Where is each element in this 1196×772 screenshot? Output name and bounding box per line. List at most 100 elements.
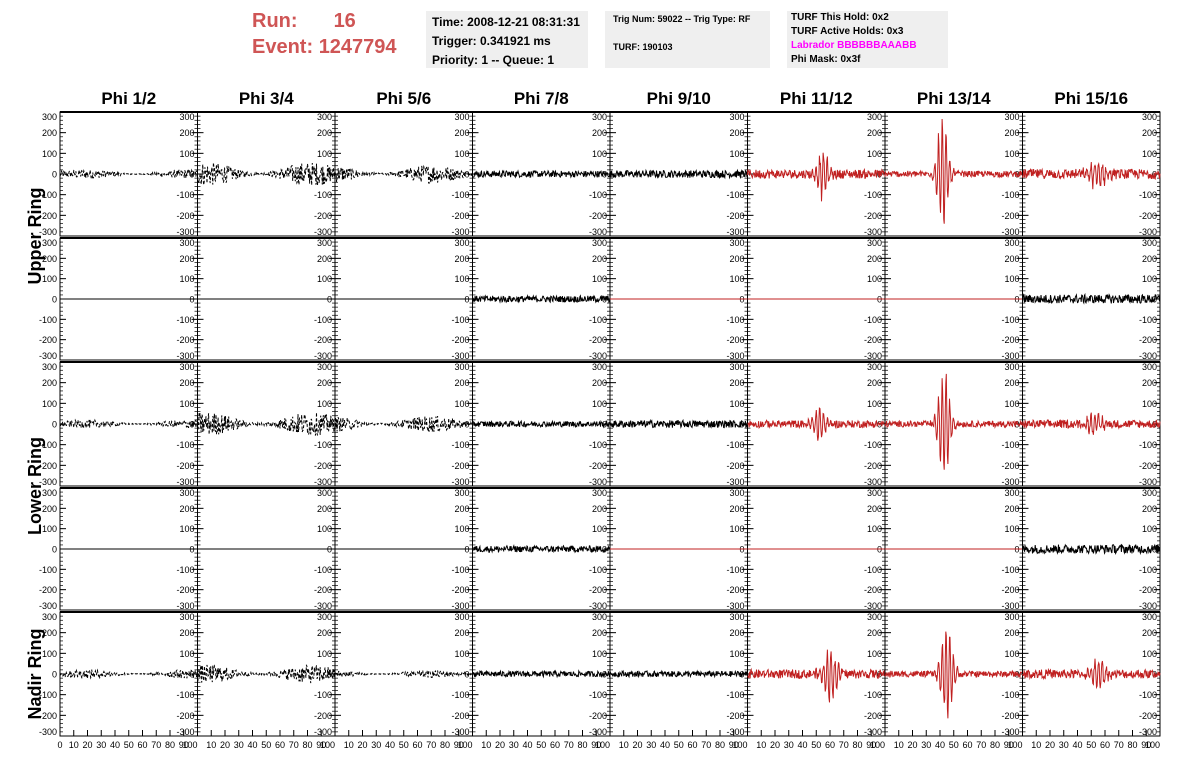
- event-value: 1247794: [318, 36, 397, 58]
- run-event-box: Run: 16 Event: 1247794: [252, 8, 422, 60]
- y-tick-label: -100: [314, 190, 332, 200]
- y-tick-label: 100: [729, 274, 744, 284]
- y-tick-label: 100: [179, 274, 194, 284]
- waveform-trace: [609, 168, 748, 180]
- y-tick-label: 300: [317, 362, 332, 372]
- y-tick-label: -300: [1139, 601, 1157, 611]
- y-tick-label: 200: [42, 504, 57, 514]
- y-tick-label: -300: [1139, 227, 1157, 237]
- x-tick-label: 20: [632, 740, 642, 750]
- event-label: Event:: [252, 36, 314, 58]
- waveform-trace: [472, 669, 611, 679]
- y-tick-label: -200: [726, 711, 744, 721]
- y-tick-label: 0: [52, 295, 57, 305]
- y-tick-label: 200: [454, 378, 469, 388]
- y-tick-label: -100: [176, 565, 194, 575]
- x-tick-label: 60: [687, 740, 697, 750]
- y-tick-label: 200: [179, 628, 194, 638]
- y-tick-label: 100: [317, 649, 332, 659]
- y-tick-label: 100: [454, 524, 469, 534]
- x-tick-label: 10: [1031, 740, 1041, 750]
- y-tick-label: -300: [864, 727, 882, 737]
- y-tick-label: 300: [592, 238, 607, 248]
- x-tick-label: 20: [770, 740, 780, 750]
- y-tick-label: 200: [42, 254, 57, 264]
- y-tick-label: -100: [39, 565, 57, 575]
- y-tick-label: -300: [589, 351, 607, 361]
- y-tick-label: 0: [52, 670, 57, 680]
- y-tick-label: 300: [592, 112, 607, 122]
- column-title: Phi 5/6: [376, 89, 431, 108]
- y-tick-label: 100: [1004, 524, 1019, 534]
- y-tick-label: 100: [179, 524, 194, 534]
- y-tick-label: -300: [39, 351, 57, 361]
- y-tick-label: -100: [39, 190, 57, 200]
- y-tick-label: -100: [1001, 690, 1019, 700]
- y-tick-label: -300: [176, 601, 194, 611]
- y-tick-label: -200: [589, 711, 607, 721]
- y-tick-label: -200: [1139, 211, 1157, 221]
- waveform-trace: [472, 169, 611, 179]
- x-tick-label: 50: [1086, 740, 1096, 750]
- y-tick-label: 300: [317, 112, 332, 122]
- y-tick-label: 200: [1004, 504, 1019, 514]
- y-tick-label: -100: [451, 190, 469, 200]
- y-tick-label: 300: [867, 362, 882, 372]
- y-tick-label: -200: [1001, 711, 1019, 721]
- y-tick-label: -300: [1001, 477, 1019, 487]
- turf-id-text: TURF: 190103: [613, 42, 673, 52]
- y-tick-label: 200: [42, 628, 57, 638]
- x-tick-label: 40: [660, 740, 670, 750]
- y-tick-label: -300: [451, 727, 469, 737]
- x-tick-label: 20: [495, 740, 505, 750]
- y-tick-label: 100: [729, 399, 744, 409]
- y-tick-label: -100: [726, 440, 744, 450]
- x-tick-label: 30: [1059, 740, 1069, 750]
- labrador-text: Labrador BBBBBBAAABB: [791, 40, 917, 51]
- y-tick-label: 300: [42, 238, 57, 248]
- y-tick-label: -100: [314, 315, 332, 325]
- y-tick-label: -300: [864, 351, 882, 361]
- y-tick-label: 100: [867, 649, 882, 659]
- y-tick-label: 200: [867, 254, 882, 264]
- y-tick-label: -300: [451, 351, 469, 361]
- x-tick-label: 10: [894, 740, 904, 750]
- y-tick-label: 200: [592, 504, 607, 514]
- column-title: Phi 11/12: [780, 89, 853, 108]
- y-tick-label: 200: [867, 378, 882, 388]
- y-tick-label: -100: [726, 690, 744, 700]
- y-tick-label: -300: [864, 227, 882, 237]
- x-tick-label: 80: [715, 740, 725, 750]
- y-tick-label: 300: [454, 612, 469, 622]
- y-tick-label: 300: [179, 238, 194, 248]
- column-title: Phi 7/8: [514, 89, 569, 108]
- y-tick-label: 300: [454, 112, 469, 122]
- y-tick-label: 200: [592, 128, 607, 138]
- y-tick-label: 100: [317, 149, 332, 159]
- y-tick-label: 100: [867, 274, 882, 284]
- x-tick-label: 30: [96, 740, 106, 750]
- y-tick-label: -100: [589, 690, 607, 700]
- y-tick-label: -200: [451, 711, 469, 721]
- y-tick-label: 200: [179, 254, 194, 264]
- y-tick-label: -300: [176, 227, 194, 237]
- y-tick-label: -200: [39, 461, 57, 471]
- x-tick-label: 30: [784, 740, 794, 750]
- y-tick-label: 0: [1014, 420, 1019, 430]
- y-tick-label: -100: [1139, 565, 1157, 575]
- y-tick-label: -100: [39, 440, 57, 450]
- y-tick-label: 0: [1152, 545, 1157, 555]
- x-tick-label: 60: [962, 740, 972, 750]
- waveform-trace: [609, 418, 748, 429]
- y-tick-label: 300: [1004, 488, 1019, 498]
- waveform-trace: [197, 412, 336, 436]
- y-tick-label: 200: [867, 504, 882, 514]
- x-tick-label: 70: [564, 740, 574, 750]
- run-value: 16: [333, 10, 356, 32]
- y-tick-label: -200: [451, 585, 469, 595]
- waveform-trace: [1022, 412, 1161, 435]
- waveform-trace: [59, 168, 198, 179]
- y-tick-label: -300: [589, 727, 607, 737]
- y-tick-label: -300: [451, 477, 469, 487]
